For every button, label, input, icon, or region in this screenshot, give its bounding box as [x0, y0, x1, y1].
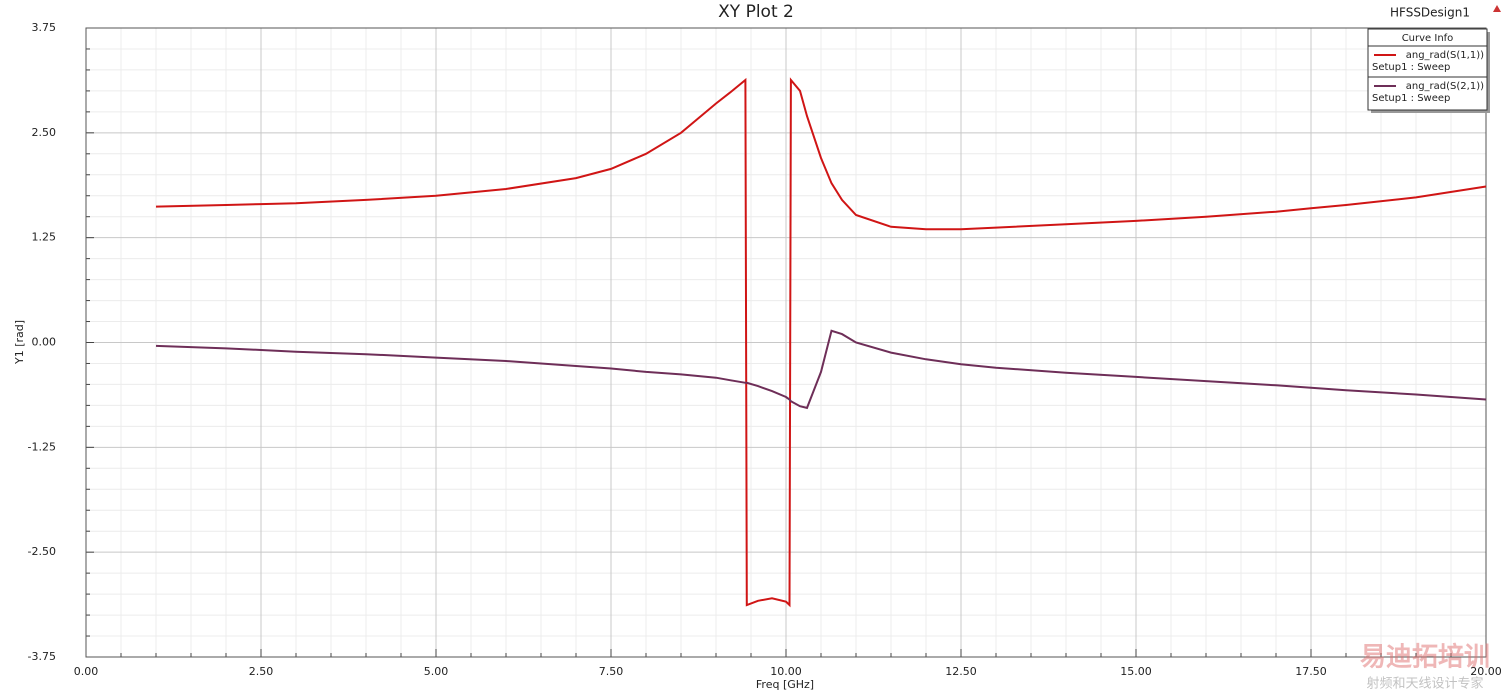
legend-title: Curve Info — [1402, 33, 1454, 44]
y-tick-label: 3.75 — [32, 21, 57, 34]
x-tick-label: 12.50 — [945, 665, 977, 678]
y-tick-label: 1.25 — [32, 231, 57, 244]
design-icon — [1493, 5, 1501, 12]
series-line — [155, 77, 1487, 608]
plot-frame — [85, 27, 1487, 658]
legend-setup: Setup1 : Sweep — [1372, 93, 1450, 104]
legend-setup: Setup1 : Sweep — [1372, 62, 1450, 73]
y-tick-label: -3.75 — [28, 650, 56, 663]
x-tick-label: 15.00 — [1120, 665, 1152, 678]
series-line — [155, 329, 1487, 410]
x-tick-label: 7.50 — [599, 665, 624, 678]
x-tick-label: 2.50 — [249, 665, 274, 678]
watermark-subtitle: 射频和天线设计专家 — [1366, 676, 1483, 692]
legend-label: ang_rad(S(1,1)) — [1406, 50, 1484, 61]
design-name: HFSSDesign1 — [1390, 6, 1470, 20]
y-tick-label: -1.25 — [28, 440, 56, 453]
y-tick-label: 0.00 — [32, 336, 57, 349]
grid — [85, 27, 1487, 658]
legend-box — [1367, 28, 1488, 111]
x-tick-label: 20.00 — [1470, 665, 1502, 678]
y-tick-label: -2.50 — [28, 545, 56, 558]
chart-title: XY Plot 2 — [718, 2, 794, 22]
y-axis-label: Y1 [rad] — [13, 320, 26, 365]
x-axis-label: Freq [GHz] — [756, 678, 814, 691]
x-tick-label: 17.50 — [1295, 665, 1327, 678]
x-tick-label: 0.00 — [74, 665, 99, 678]
y-tick-label: 2.50 — [32, 126, 57, 139]
legend-label: ang_rad(S(2,1)) — [1406, 81, 1484, 92]
watermark-title: 易迪拓培训 — [1360, 643, 1490, 673]
x-tick-label: 10.00 — [770, 665, 802, 678]
x-tick-label: 5.00 — [424, 665, 449, 678]
